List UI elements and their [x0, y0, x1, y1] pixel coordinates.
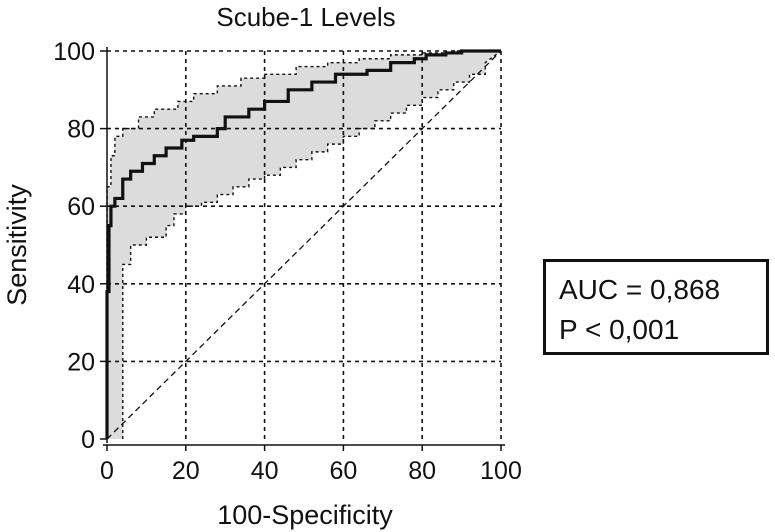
- confidence-band: [107, 51, 501, 439]
- x-axis-label: 100-Specificity: [217, 500, 393, 530]
- p-value-text: P < 0,001: [559, 314, 680, 345]
- y-tick-label: 40: [67, 271, 95, 299]
- x-tick-label: 80: [408, 457, 436, 485]
- reference-diagonal-line: [106, 50, 502, 440]
- x-tick-label: 40: [251, 457, 279, 485]
- x-tick-label: 0: [100, 457, 114, 485]
- auc-value-text: AUC = 0,868: [559, 274, 721, 305]
- y-tick-label: 20: [67, 348, 95, 376]
- y-tick-label: 0: [81, 426, 95, 454]
- auc-annotation-box: AUC = 0,868 P < 0,001: [543, 259, 769, 355]
- roc-curve-line: [105, 49, 501, 439]
- ci-upper-line: [106, 50, 501, 439]
- ci-lower-line: [122, 50, 502, 439]
- x-tick-label: 60: [329, 457, 357, 485]
- x-tick-label: 20: [172, 457, 200, 485]
- chart-title: Scube-1 Levels: [216, 2, 395, 32]
- y-tick-label: 80: [67, 116, 95, 144]
- x-tick-label: 100: [480, 457, 522, 485]
- y-tick-label: 100: [53, 38, 95, 66]
- y-tick-label: 60: [67, 193, 95, 221]
- y-axis-label: Sensitivity: [2, 184, 32, 306]
